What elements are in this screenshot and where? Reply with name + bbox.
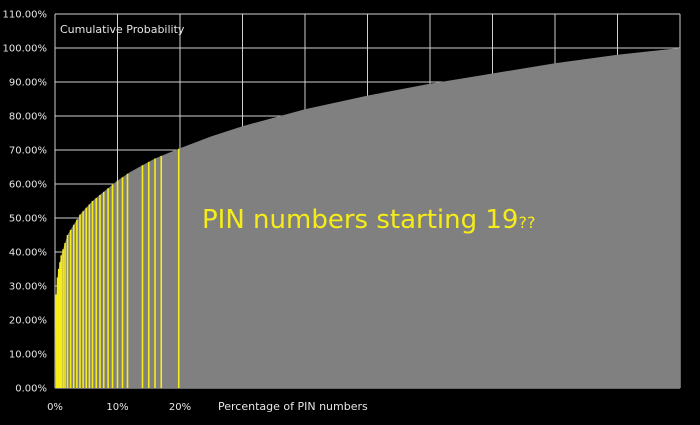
y-tick-label: 90.00% [9, 78, 47, 89]
y-tick-label: 10.00% [9, 350, 47, 361]
y-tick-label: 70.00% [9, 146, 47, 157]
x-tick-label: 20% [169, 402, 191, 413]
y-tick-label: 0.00% [15, 384, 47, 395]
x-axis-label: Percentage of PIN numbers [218, 400, 368, 413]
y-tick-label: 40.00% [9, 248, 47, 259]
cumulative-area [55, 48, 680, 388]
annotation-suffix: ?? [518, 213, 535, 232]
y-tick-label: 100.00% [3, 44, 48, 55]
x-axis-ticks: 0% 10% 20% [47, 402, 191, 413]
y-tick-label: 30.00% [9, 282, 47, 293]
y-tick-label: 110.00% [3, 10, 48, 21]
annotation-main: PIN numbers starting 19 [202, 205, 518, 235]
y-tick-label: 80.00% [9, 112, 47, 123]
x-tick-label: 10% [106, 402, 128, 413]
y-tick-label: 60.00% [9, 180, 47, 191]
highlight-lines [55, 148, 180, 388]
y-axis-ticks: 0.00% 10.00% 20.00% 30.00% 40.00% 50.00% 60.00… [3, 10, 48, 395]
plot-area [55, 48, 680, 388]
y-tick-label: 50.00% [9, 214, 47, 225]
x-tick-label: 0% [47, 402, 63, 413]
y-tick-label: 20.00% [9, 316, 47, 327]
annotation-pin-19: PIN numbers starting 19?? [202, 205, 535, 235]
y-axis-label: Cumulative Probability [60, 23, 185, 36]
